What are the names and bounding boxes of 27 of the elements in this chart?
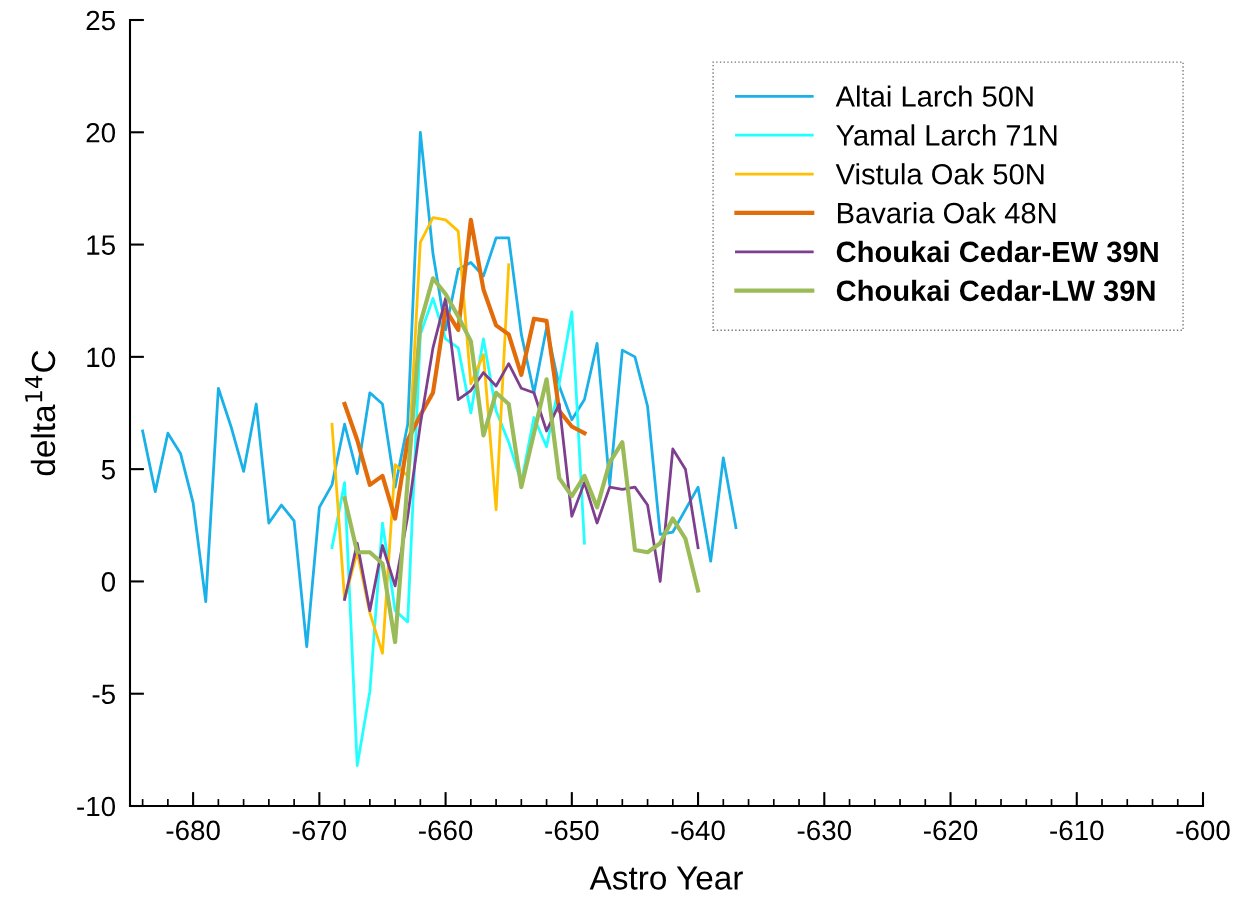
x-tick-label: -610	[1050, 820, 1104, 841]
legend-label: Vistula Oak 50N	[835, 163, 1044, 185]
x-tick-label: -620	[923, 820, 978, 841]
legend-label: Choukai Cedar-EW 39N	[836, 240, 1158, 263]
y-tick-label: 0	[101, 572, 116, 592]
y-tick-label: 25	[86, 10, 115, 31]
y-tick-label: 15	[87, 235, 115, 255]
legend-label: Altai Larch 50N	[835, 85, 1033, 107]
line-series	[342, 217, 587, 521]
y-tick-label: 10	[87, 347, 116, 368]
x-tick-label: -630	[797, 820, 852, 841]
y-tick-label: -10	[77, 796, 116, 817]
legend-label: Choukai Cedar-LW 39N	[836, 279, 1155, 302]
y-axis-title: delta$^{14}$C	[25, 350, 56, 476]
line-series	[141, 130, 738, 648]
x-tick-label: -650	[545, 820, 599, 841]
x-tick-label: -670	[292, 820, 347, 841]
legend-label: Bavaria Oak 48N	[837, 201, 1056, 224]
y-tick-label: 20	[86, 122, 116, 143]
y-tick-label: -5	[92, 684, 115, 705]
x-tick-label: -640	[671, 820, 725, 841]
x-axis-title: Astro Year	[589, 866, 743, 890]
x-tick-label: -680	[166, 820, 220, 841]
legend-label: Yamal Larch 71N	[836, 124, 1057, 146]
x-tick-label: -600	[1176, 820, 1230, 841]
y-tick-label: 5	[101, 460, 115, 480]
x-tick-label: -660	[419, 820, 473, 841]
